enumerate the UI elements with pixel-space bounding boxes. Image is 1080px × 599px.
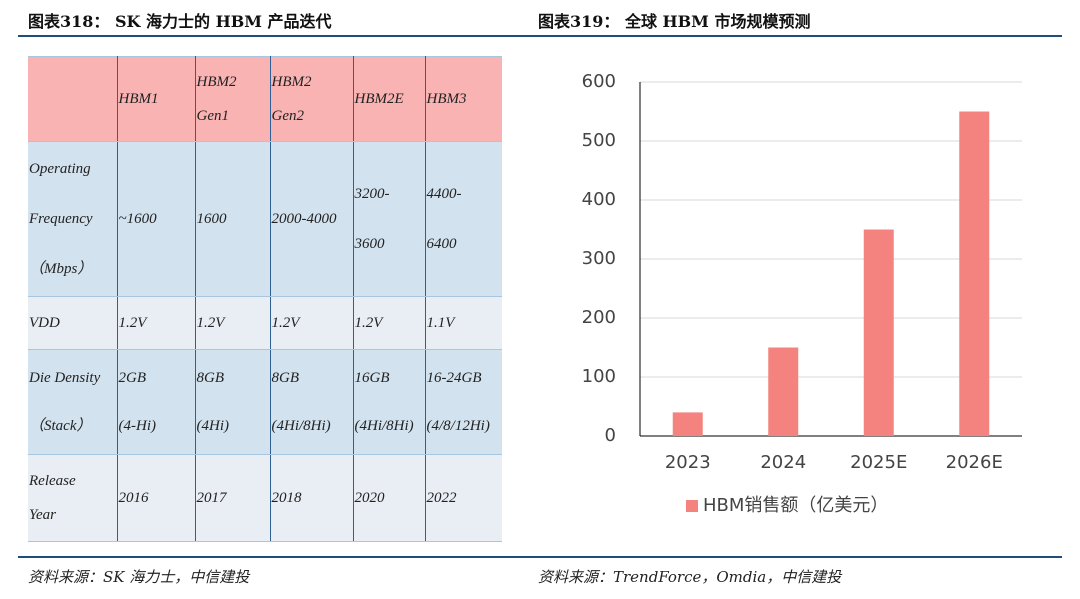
- table-cell: 2000-4000: [269, 141, 354, 297]
- table-cell: 2016: [116, 454, 196, 542]
- table-cell: [28, 56, 118, 142]
- y-tick-label: 200: [582, 307, 616, 328]
- bar: [768, 347, 799, 436]
- x-tick-label: 2026E: [946, 452, 1003, 473]
- bar: [863, 229, 894, 436]
- table-cell: HBM2E: [352, 56, 426, 142]
- table-cell: HBM3: [424, 56, 502, 142]
- table-cell: 3200- 3600: [352, 141, 426, 297]
- legend-swatch: [686, 500, 698, 512]
- table-cell: 1600: [194, 141, 271, 297]
- table-cell: 2GB (4-Hi): [116, 349, 196, 455]
- x-tick-label: 2024: [760, 452, 806, 473]
- table-cell: 4400- 6400: [424, 141, 502, 297]
- x-tick-label: 2023: [665, 452, 711, 473]
- y-tick-label: 600: [582, 71, 616, 92]
- y-tick-label: 400: [582, 189, 616, 210]
- table-cell: 2017: [194, 454, 271, 542]
- table-cell: Die Density （Stack）: [28, 349, 118, 455]
- table-cell: HBM2 Gen1: [194, 56, 271, 142]
- rule: [18, 556, 1062, 558]
- bar: [672, 412, 703, 436]
- table-cell: 1.2V: [194, 296, 271, 350]
- figure-title: 图表318： SK 海力士的 HBM 产品迭代: [28, 12, 332, 31]
- x-tick-label: 2025E: [850, 452, 907, 473]
- bar: [959, 111, 990, 436]
- table-cell: 1.2V: [116, 296, 196, 350]
- table-cell: 8GB (4Hi/8Hi): [269, 349, 354, 455]
- y-tick-label: 0: [605, 425, 616, 446]
- table-cell: 1.1V: [424, 296, 502, 350]
- table-cell: 2022: [424, 454, 502, 542]
- table: HBM1 HBM2 Gen1 HBM2 Gen2 HBM2E HBM3 Operating…: [28, 56, 502, 542]
- source: 资料来源：TrendForce，Omdia，中信建投: [538, 568, 842, 586]
- table-row: Release Year 2016 2017 2018 2020 2022: [28, 454, 502, 542]
- table-cell: Operating Frequency （Mbps）: [28, 141, 118, 297]
- y-tick-label: 500: [582, 130, 616, 151]
- table-cell: 16GB (4Hi/8Hi): [352, 349, 426, 455]
- table-cell: HBM1: [116, 56, 196, 142]
- y-tick-label: 300: [582, 248, 616, 269]
- legend-label: HBM销售额（亿美元）: [703, 495, 888, 516]
- table-cell: 16-24GB (4/8/12Hi): [424, 349, 502, 455]
- table-row: VDD 1.2V 1.2V 1.2V 1.2V 1.1V: [28, 296, 502, 350]
- y-tick-label: 100: [582, 366, 616, 387]
- table-row: HBM1 HBM2 Gen1 HBM2 Gen2 HBM2E HBM3: [28, 56, 502, 142]
- rule: [18, 35, 1062, 37]
- chart: 0 100 200 300 400 500 600 2023 2024 2025E 2026E HBM…: [582, 71, 1022, 516]
- figure-title: 图表319： 全球 HBM 市场规模预测: [538, 12, 811, 31]
- table-cell: ~1600: [116, 141, 196, 297]
- table-cell: 1.2V: [352, 296, 426, 350]
- table-cell: 1.2V: [269, 296, 354, 350]
- table-cell: HBM2 Gen2: [269, 56, 354, 142]
- table-cell: 2018: [269, 454, 354, 542]
- table-row: Operating Frequency （Mbps） ~1600 1600 2000-…: [28, 141, 502, 297]
- table-cell: 2020: [352, 454, 426, 542]
- table-cell: Release Year: [28, 454, 118, 542]
- source: 资料来源：SK 海力士，中信建投: [28, 568, 250, 586]
- table-cell: 8GB (4Hi): [194, 349, 271, 455]
- table-cell: VDD: [28, 296, 118, 350]
- table-row: Die Density （Stack） 2GB (4-Hi) 8GB (4Hi) 8G…: [28, 349, 502, 455]
